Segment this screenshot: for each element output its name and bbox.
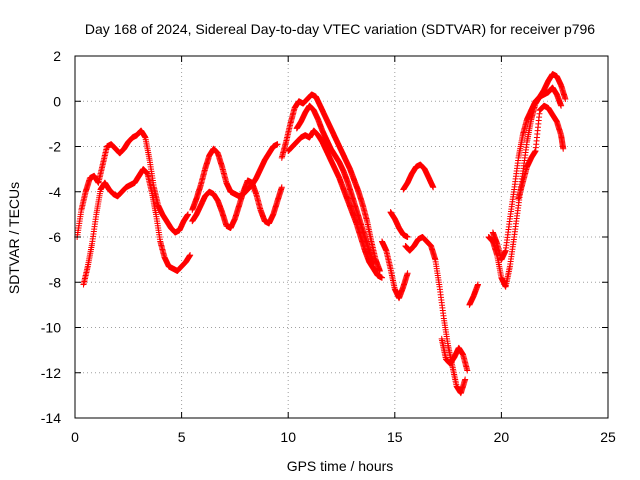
axis-layer: 0 5 10 15 20 25 -14 -12 -10 -8 -6 -4 -2 0 2: [41, 48, 616, 445]
series-trace-i: [387, 209, 411, 240]
series-trace-p: [515, 102, 567, 202]
x-tick-label: 15: [387, 429, 403, 445]
data-layer: [74, 71, 569, 397]
x-tick-label: 25: [600, 429, 616, 445]
series-trace-b: [80, 166, 194, 288]
x-tick-label: 5: [178, 429, 186, 445]
y-tick-label: -10: [41, 320, 61, 336]
y-tick-label: -4: [49, 184, 62, 200]
data-point: [184, 211, 191, 218]
data-point: [379, 274, 386, 281]
chart-title: Day 168 of 2024, Sidereal Day-to-day VTE…: [85, 21, 595, 37]
data-point: [404, 234, 411, 240]
series-trace-d: [189, 177, 285, 231]
series-trace-m: [466, 281, 481, 308]
data-point: [474, 281, 481, 288]
data-point: [404, 270, 411, 277]
y-tick-label: -14: [41, 410, 61, 426]
series-trace-k: [400, 161, 437, 193]
data-point: [464, 367, 471, 374]
data-point: [558, 102, 565, 109]
data-point: [560, 145, 567, 152]
series-trace-g: [293, 102, 377, 268]
y-tick-label: -8: [49, 274, 62, 290]
series-trace-j: [402, 234, 469, 397]
data-point: [462, 376, 469, 383]
series-trace-l: [438, 335, 471, 374]
series-trace-a: [74, 127, 191, 240]
data-point: [370, 261, 377, 268]
y-tick-label: 2: [53, 48, 61, 64]
y-axis-title: SDTVAR / TECUs: [6, 182, 22, 294]
x-axis-title: GPS time / hours: [287, 458, 394, 474]
series-trace-h: [379, 238, 411, 302]
y-tick-label: 0: [53, 93, 61, 109]
data-point: [430, 184, 437, 191]
x-tick-label: 20: [494, 429, 510, 445]
data-point: [278, 184, 285, 191]
series-trace-f: [285, 127, 386, 281]
data-point: [187, 252, 194, 259]
x-tick-label: 10: [280, 429, 296, 445]
y-tick-label: -12: [41, 365, 61, 381]
x-tick-label: 0: [71, 429, 79, 445]
data-point: [562, 95, 569, 102]
plot-frame: [74, 55, 609, 419]
y-tick-label: -2: [49, 139, 62, 155]
series-trace-o: [489, 71, 569, 263]
series-trace-e: [278, 91, 383, 274]
data-point: [274, 141, 281, 148]
y-tick-label: -6: [49, 229, 62, 245]
